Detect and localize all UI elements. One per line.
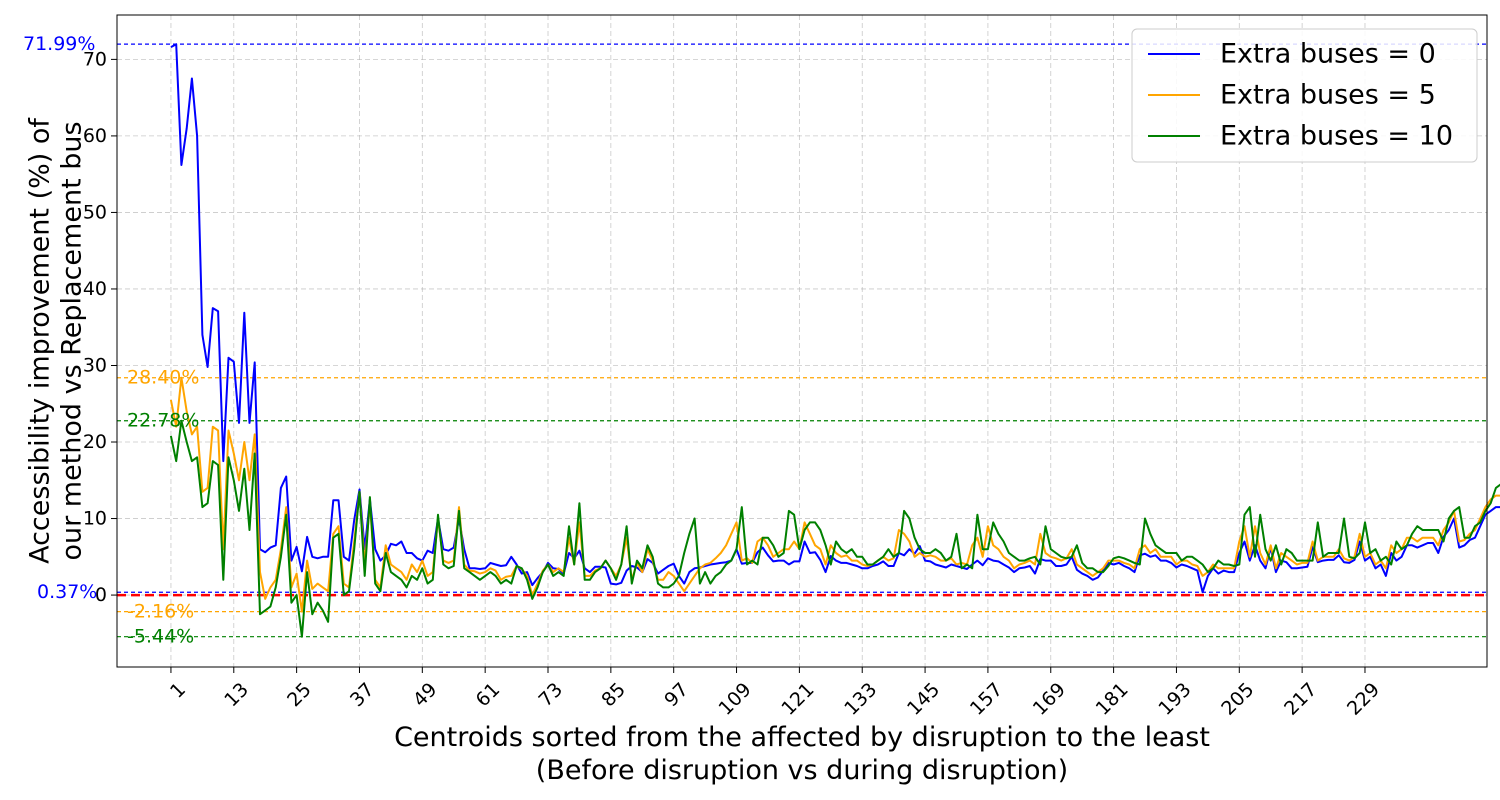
legend: Extra buses = 0 Extra buses = 5 Extra bu…: [1131, 28, 1478, 163]
x-tick-label: 1: [166, 679, 190, 703]
min-reference-label: -5.44%: [127, 626, 194, 648]
y-tick-label: 60: [83, 125, 107, 147]
min-reference-label: 0.37%: [37, 581, 97, 603]
y-axis-label-line2: our method vs Replacement bus: [57, 121, 88, 560]
x-tick-label: 25: [283, 679, 316, 712]
max-reference-label: 71.99%: [23, 33, 95, 55]
series-line-1: [169, 376, 1500, 613]
series-lines: [169, 43, 1500, 638]
plot-frame: [116, 14, 1488, 668]
x-tick-label: 61: [472, 679, 505, 712]
y-axis-ticks: 0 10 20 30 40 50 60 70: [83, 48, 117, 606]
legend-box: [1131, 28, 1478, 163]
max-reference-label: 28.40%: [127, 367, 199, 389]
x-tick-label: 169: [1029, 679, 1070, 720]
x-axis-label-line2: (Before disruption vs during disruption): [536, 755, 1068, 786]
x-tick-label: 97: [660, 679, 693, 712]
legend-label-0: Extra buses = 0: [1220, 39, 1436, 70]
max-reference-label: 22.78%: [127, 410, 199, 432]
x-tick-label: 73: [534, 679, 567, 712]
x-tick-label: 13: [220, 679, 253, 712]
y-tick-label: 0: [95, 584, 107, 606]
legend-label-2: Extra buses = 10: [1220, 121, 1453, 152]
y-tick-label: 30: [83, 354, 107, 376]
x-axis-ticks: 1 13 25 37 49 61 73 85 97 109 121 133 145 157 169 181 19…: [166, 667, 1384, 720]
series-line-0: [170, 43, 1500, 594]
x-tick-label: 229: [1343, 679, 1384, 720]
legend-label-1: Extra buses = 5: [1220, 80, 1436, 111]
x-tick-label: 193: [1154, 679, 1195, 720]
x-tick-label: 85: [597, 679, 630, 712]
y-tick-label: 70: [83, 48, 107, 70]
x-tick-label: 121: [777, 679, 818, 720]
x-tick-label: 37: [346, 679, 379, 712]
y-tick-label: 40: [83, 278, 107, 300]
reference-labels: 71.99% 28.40% 22.78% 0.37% -2.16% -5.44%: [23, 33, 199, 648]
y-tick-label: 10: [83, 508, 107, 530]
x-tick-label: 49: [409, 679, 442, 712]
y-tick-label: 20: [83, 431, 107, 453]
x-tick-label: 157: [966, 679, 1007, 720]
min-reference-label: -2.16%: [127, 601, 194, 623]
x-tick-label: 217: [1280, 679, 1321, 720]
x-tick-label: 181: [1092, 679, 1133, 720]
x-tick-label: 205: [1217, 679, 1258, 720]
x-tick-label: 145: [903, 679, 944, 720]
x-tick-label: 133: [840, 679, 881, 720]
series-line-2: [169, 419, 1500, 638]
y-axis-label-line1: Accessibility improvement (%) of: [25, 117, 56, 564]
x-axis-label-line1: Centroids sorted from the affected by di…: [394, 722, 1210, 753]
y-tick-label: 50: [83, 201, 107, 223]
x-tick-label: 109: [714, 679, 755, 720]
